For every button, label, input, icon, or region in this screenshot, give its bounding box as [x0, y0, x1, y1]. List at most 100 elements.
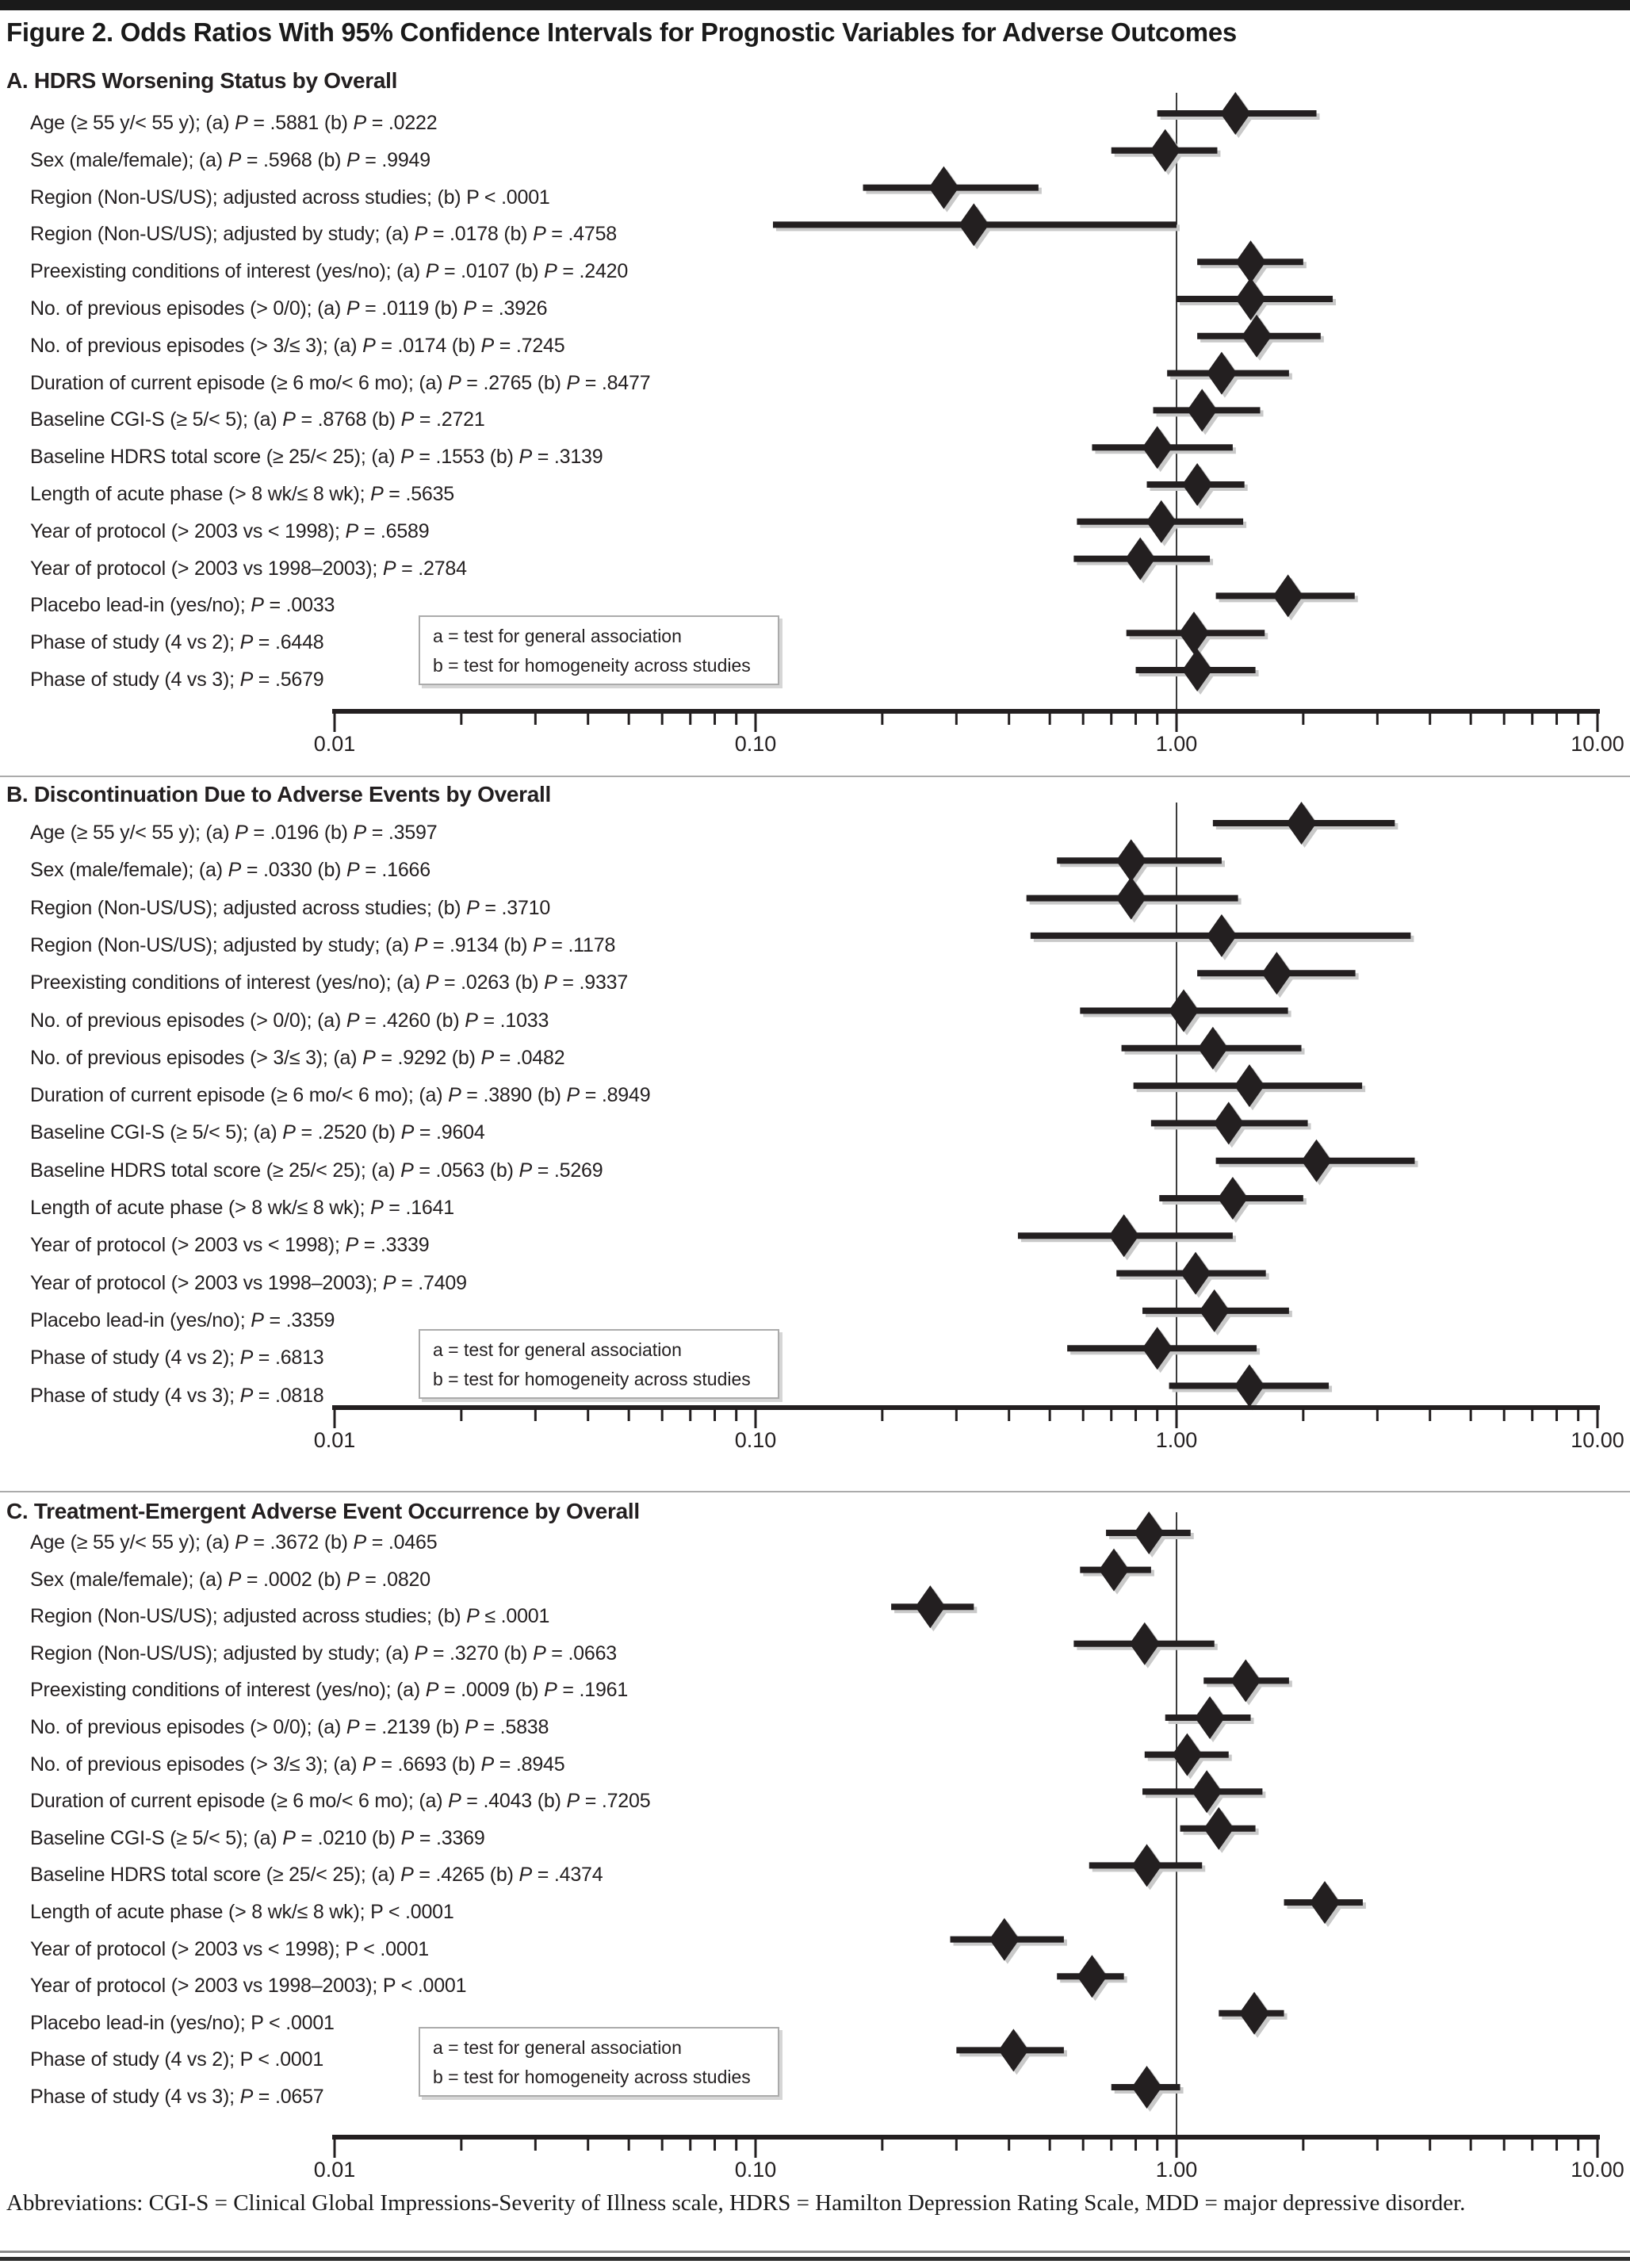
row-label: Region (Non-US/US); adjusted by study; (…	[30, 1642, 617, 1665]
legend-line-b: b = test for homogeneity across studies	[433, 655, 751, 676]
panel-b-heading: B. Discontinuation Due to Adverse Events…	[6, 782, 551, 806]
row-label: Sex (male/female); (a) P = .0330 (b) P =…	[30, 859, 430, 882]
x-axis-tick-label: 0.01	[313, 732, 356, 756]
row-label: Placebo lead-in (yes/no); P = .3359	[30, 1308, 335, 1331]
x-axis-tick-label: 10.00	[1571, 1428, 1624, 1452]
panel-c-heading: C. Treatment-Emergent Adverse Event Occu…	[6, 1499, 640, 1523]
or-diamond	[1220, 92, 1251, 135]
row-label: Year of protocol (> 2003 vs 1998–2003); …	[30, 557, 467, 580]
row-label: Sex (male/female); (a) P = .5968 (b) P =…	[30, 148, 430, 171]
x-axis-tick-label: 0.01	[313, 2158, 356, 2182]
row-label: Age (≥ 55 y/< 55 y); (a) P = .3672 (b) P…	[30, 1531, 438, 1554]
row-label: Phase of study (4 vs 3); P = .5679	[30, 669, 324, 691]
row-label: Region (Non-US/US); adjusted by study; (…	[30, 223, 617, 246]
or-diamond	[1187, 389, 1218, 432]
row-label: Phase of study (4 vs 2); P < .0001	[30, 2048, 324, 2071]
row-label: Duration of current episode (≥ 6 mo/< 6 …	[30, 1084, 651, 1107]
or-diamond	[1115, 839, 1146, 883]
row-label: Year of protocol (> 2003 vs < 1998); P =…	[30, 1234, 430, 1257]
or-diamond	[1286, 802, 1317, 845]
or-diamond	[1206, 351, 1237, 395]
row-label: Length of acute phase (> 8 wk/≤ 8 wk); P…	[30, 1901, 454, 1923]
x-axis-tick-label: 0.10	[734, 2158, 777, 2182]
abbreviations-note: Abbreviations: CGI-S = Clinical Global I…	[6, 2190, 1466, 2216]
or-diamond	[1131, 1844, 1162, 1887]
or-diamond	[1115, 876, 1146, 920]
row-label: Baseline HDRS total score (≥ 25/< 25); (…	[30, 1864, 603, 1887]
or-diamond	[1125, 537, 1156, 580]
legend-line-a: a = test for general association	[433, 626, 682, 646]
row-label: Duration of current episode (≥ 6 mo/< 6 …	[30, 371, 651, 394]
legend-line-b: b = test for homogeneity across studies	[433, 1369, 751, 1389]
row-label: Preexisting conditions of interest (yes/…	[30, 971, 629, 994]
or-diamond	[1131, 2066, 1162, 2109]
or-diamond	[1129, 1622, 1160, 1665]
or-diamond	[1180, 1251, 1211, 1295]
row-label: Year of protocol (> 2003 vs < 1998); P =…	[30, 519, 430, 542]
or-diamond	[1242, 314, 1272, 358]
or-diamond	[1195, 1696, 1226, 1739]
or-diamond	[1142, 1327, 1173, 1370]
legend-line-a: a = test for general association	[433, 2037, 682, 2058]
x-axis-tick-label: 1.00	[1155, 732, 1198, 756]
row-label: Year of protocol (> 2003 vs 1998–2003); …	[30, 1271, 467, 1294]
x-axis-tick-label: 10.00	[1571, 2158, 1624, 2182]
or-diamond	[1272, 574, 1303, 618]
row-label: Phase of study (4 vs 3); P = .0657	[30, 2086, 324, 2108]
or-diamond	[1150, 128, 1180, 172]
row-label: Phase of study (4 vs 2); P = .6448	[30, 631, 324, 654]
legend-box-panel-c: a = test for general association b = test…	[419, 2027, 779, 2097]
x-axis-tick-label: 0.01	[313, 1428, 356, 1452]
or-diamond	[1077, 1955, 1108, 1998]
top-rule	[0, 0, 1630, 10]
row-label: Region (Non-US/US); adjusted across stud…	[30, 1605, 550, 1628]
or-diamond	[989, 1917, 1020, 1961]
panel-divider	[0, 776, 1630, 777]
x-axis-tick-label: 10.00	[1571, 732, 1624, 756]
or-diamond	[1206, 914, 1237, 957]
row-label: Age (≥ 55 y/< 55 y); (a) P = .5881 (b) P…	[30, 112, 438, 134]
or-diamond	[1172, 1733, 1203, 1776]
or-diamond	[1169, 989, 1200, 1032]
figure-title: Figure 2. Odds Ratios With 95% Confidenc…	[6, 17, 1237, 47]
panel-a-heading: A. HDRS Worsening Status by Overall	[6, 68, 398, 93]
or-diamond	[1213, 1101, 1244, 1145]
panel-divider	[0, 1491, 1630, 1492]
row-label: Duration of current episode (≥ 6 mo/< 6 …	[30, 1790, 651, 1813]
or-diamond	[958, 203, 989, 247]
or-diamond	[1108, 1214, 1139, 1258]
row-label: Preexisting conditions of interest (yes/…	[30, 260, 629, 283]
or-diamond	[1203, 1806, 1234, 1850]
row-label: Age (≥ 55 y/< 55 y); (a) P = .0196 (b) P…	[30, 822, 438, 844]
or-diamond	[1235, 240, 1266, 284]
bottom-rule-thin	[0, 2251, 1630, 2253]
or-diamond	[1217, 1177, 1248, 1220]
row-label: Region (Non-US/US); adjusted across stud…	[30, 186, 550, 209]
bottom-rule-thick	[0, 2257, 1630, 2261]
row-label: Year of protocol (> 2003 vs 1998–2003); …	[30, 1975, 467, 1998]
or-diamond	[1182, 649, 1213, 692]
row-label: Baseline CGI-S (≥ 5/< 5); (a) P = .2520 …	[30, 1121, 485, 1144]
or-diamond	[1182, 463, 1213, 506]
or-diamond	[1192, 1770, 1222, 1814]
legend-box-panel-b: a = test for general association b = test…	[419, 1329, 779, 1399]
row-label: Phase of study (4 vs 3); P = .0818	[30, 1384, 324, 1407]
row-label: Length of acute phase (> 8 wk/≤ 8 wk); P…	[30, 1197, 455, 1219]
or-diamond	[1234, 1064, 1265, 1108]
or-diamond	[1142, 426, 1173, 469]
or-diamond	[915, 1585, 946, 1629]
row-label: No. of previous episodes (> 0/0); (a) P …	[30, 297, 548, 320]
row-label: Region (Non-US/US); adjusted across stud…	[30, 896, 551, 919]
x-axis-tick-label: 1.00	[1155, 1428, 1198, 1452]
or-diamond	[1234, 1364, 1265, 1408]
row-label: No. of previous episodes (> 0/0); (a) P …	[30, 1009, 549, 1032]
row-label: Baseline HDRS total score (≥ 25/< 25); (…	[30, 1159, 603, 1182]
or-diamond	[1235, 278, 1266, 320]
or-diamond	[1146, 500, 1177, 543]
row-label: Placebo lead-in (yes/no); P < .0001	[30, 2011, 335, 2034]
row-label: Length of acute phase (> 8 wk/≤ 8 wk); P…	[30, 483, 455, 505]
or-diamond	[1134, 1511, 1165, 1554]
row-label: Phase of study (4 vs 2); P = .6813	[30, 1347, 324, 1370]
legend-line-b: b = test for homogeneity across studies	[433, 2067, 751, 2087]
row-label: Baseline CGI-S (≥ 5/< 5); (a) P = .0210 …	[30, 1826, 485, 1849]
